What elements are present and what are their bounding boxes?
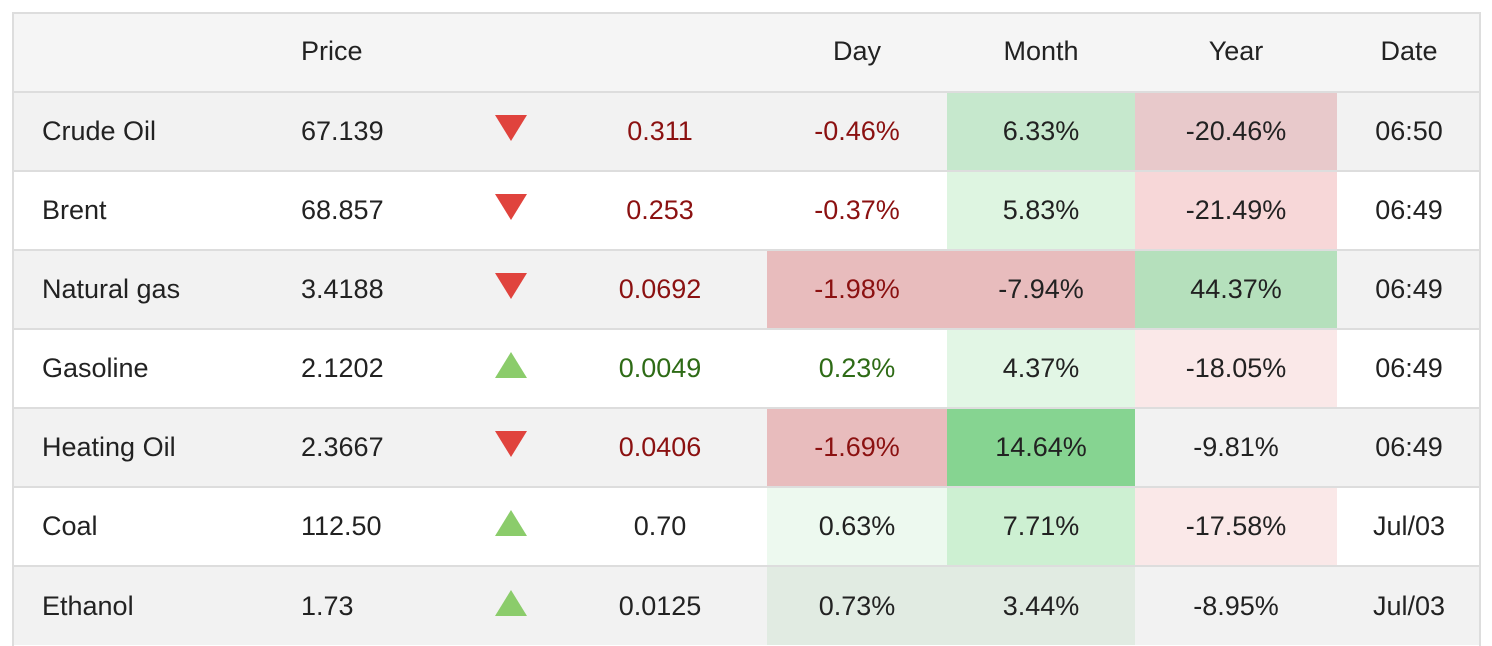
header-price[interactable]: Price [271,14,468,92]
day-change-cell: 0.63% [767,486,947,566]
table-row[interactable]: Heating Oil 2.3667 0.0406 -1.69% 14.64% -9.81… [14,407,1479,487]
year-change-cell: -21.49% [1135,170,1337,250]
energy-table-container: Price Day Month Year Date Crude Oil 67.13… [12,12,1481,646]
day-change-cell: -1.98% [767,249,947,329]
header-change [553,14,767,92]
header-date[interactable]: Date [1337,14,1479,92]
direction-cell [468,170,553,250]
price-cell: 2.3667 [271,407,468,487]
date-cell: Jul/03 [1337,565,1479,645]
direction-cell [468,486,553,566]
month-change-cell: 6.33% [947,91,1135,171]
year-change-cell: -8.95% [1135,565,1337,645]
price-cell: 68.857 [271,170,468,250]
day-change-cell: -0.46% [767,91,947,171]
day-change-cell: -0.37% [767,170,947,250]
price-cell: 67.139 [271,91,468,171]
triangle-down-icon [494,115,527,141]
day-change-cell: -1.69% [767,407,947,487]
year-change-cell: -9.81% [1135,407,1337,487]
month-change-cell: 3.44% [947,565,1135,645]
price-cell: 2.1202 [271,328,468,408]
triangle-down-icon [494,273,527,299]
month-change-cell: 5.83% [947,170,1135,250]
commodity-name[interactable]: Natural gas [14,249,271,329]
table-row[interactable]: Ethanol 1.73 0.0125 0.73% 3.44% -8.95% Jul/03 [14,565,1479,645]
change-cell: 0.311 [553,91,767,171]
table-row[interactable]: Coal 112.50 0.70 0.63% 7.71% -17.58% Jul/03 [14,486,1479,566]
direction-cell [468,249,553,329]
year-change-cell: -18.05% [1135,328,1337,408]
direction-cell [468,91,553,171]
day-change-cell: 0.73% [767,565,947,645]
day-change-cell: 0.23% [767,328,947,408]
header-day[interactable]: Day [767,14,947,92]
table-row[interactable]: Gasoline 2.1202 0.0049 0.23% 4.37% -18.05% 06:… [14,328,1479,408]
date-cell: 06:49 [1337,170,1479,250]
commodity-name[interactable]: Crude Oil [14,91,271,171]
year-change-cell: -17.58% [1135,486,1337,566]
header-month[interactable]: Month [947,14,1135,92]
header-arrow [468,14,553,92]
price-cell: 112.50 [271,486,468,566]
direction-cell [468,328,553,408]
triangle-up-icon [494,510,527,536]
price-cell: 1.73 [271,565,468,645]
date-cell: 06:49 [1337,249,1479,329]
commodity-name[interactable]: Brent [14,170,271,250]
triangle-down-icon [494,431,527,457]
month-change-cell: 4.37% [947,328,1135,408]
month-change-cell: 14.64% [947,407,1135,487]
date-cell: 06:49 [1337,328,1479,408]
change-cell: 0.70 [553,486,767,566]
direction-cell [468,565,553,645]
direction-cell [468,407,553,487]
month-change-cell: 7.71% [947,486,1135,566]
header-year[interactable]: Year [1135,14,1337,92]
year-change-cell: -20.46% [1135,91,1337,171]
change-cell: 0.0692 [553,249,767,329]
commodity-name[interactable]: Gasoline [14,328,271,408]
year-change-cell: 44.37% [1135,249,1337,329]
commodity-name[interactable]: Coal [14,486,271,566]
table-header-row: Price Day Month Year Date [14,14,1479,92]
triangle-up-icon [494,352,527,378]
commodity-name[interactable]: Heating Oil [14,407,271,487]
change-cell: 0.253 [553,170,767,250]
commodity-name[interactable]: Ethanol [14,565,271,645]
date-cell: Jul/03 [1337,486,1479,566]
change-cell: 0.0049 [553,328,767,408]
date-cell: 06:49 [1337,407,1479,487]
change-cell: 0.0125 [553,565,767,645]
change-cell: 0.0406 [553,407,767,487]
table-row[interactable]: Brent 68.857 0.253 -0.37% 5.83% -21.49% 06:49 [14,170,1479,250]
price-cell: 3.4188 [271,249,468,329]
triangle-down-icon [494,194,527,220]
triangle-up-icon [494,589,527,616]
energy-prices-table: Price Day Month Year Date Crude Oil 67.13… [14,14,1479,645]
date-cell: 06:50 [1337,91,1479,171]
header-name [14,14,271,92]
table-row[interactable]: Crude Oil 67.139 0.311 -0.46% 6.33% -20.46% 06… [14,91,1479,171]
month-change-cell: -7.94% [947,249,1135,329]
table-row[interactable]: Natural gas 3.4188 0.0692 -1.98% -7.94% 44.37… [14,249,1479,329]
